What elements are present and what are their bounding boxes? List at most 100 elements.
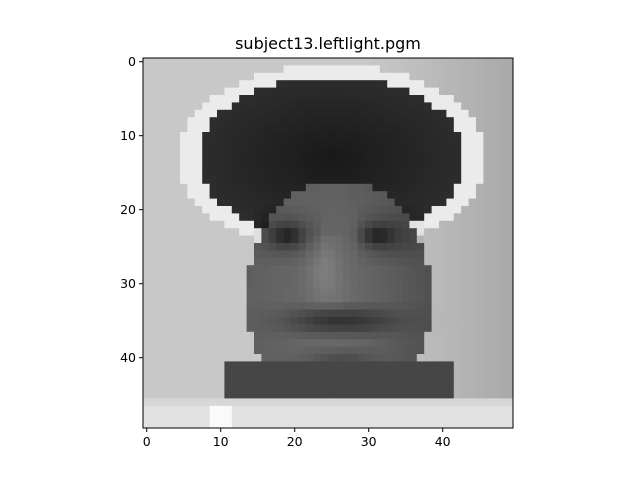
pixel-cell	[432, 73, 440, 81]
pixel-cell	[254, 391, 262, 399]
pixel-cell	[387, 95, 395, 103]
pixel-cell	[239, 258, 247, 266]
pixel-cell	[210, 65, 218, 73]
pixel-cell	[380, 310, 388, 318]
pixel-cell	[210, 413, 218, 421]
pixel-cell	[432, 213, 440, 221]
pixel-cell	[358, 391, 366, 399]
pixel-cell	[469, 347, 477, 355]
pixel-cell	[446, 250, 454, 258]
pixel-cell	[358, 413, 366, 421]
pixel-cell	[261, 347, 269, 355]
pixel-cell	[232, 324, 240, 332]
pixel-cell	[372, 206, 380, 214]
pixel-cell	[454, 199, 462, 207]
pixel-cell	[298, 147, 306, 155]
pixel-cell	[469, 199, 477, 207]
pixel-cell	[210, 139, 218, 147]
pixel-cell	[269, 265, 277, 273]
pixel-cell	[350, 147, 358, 155]
pixel-cell	[335, 413, 343, 421]
pixel-cell	[328, 324, 336, 332]
pixel-cell	[232, 80, 240, 88]
pixel-cell	[254, 339, 262, 347]
pixel-cell	[165, 117, 173, 125]
pixel-cell	[187, 80, 195, 88]
pixel-cell	[298, 132, 306, 140]
pixel-cell	[195, 243, 203, 251]
pixel-cell	[180, 73, 188, 81]
pixel-cell	[202, 110, 210, 118]
pixel-cell	[180, 117, 188, 125]
pixel-cell	[395, 95, 403, 103]
pixel-cell	[483, 65, 491, 73]
pixel-cell	[469, 213, 477, 221]
pixel-cell	[343, 206, 351, 214]
pixel-cell	[365, 221, 373, 229]
pixel-cell	[165, 176, 173, 184]
pixel-cell	[483, 332, 491, 340]
pixel-cell	[506, 250, 514, 258]
pixel-cell	[261, 317, 269, 325]
pixel-cell	[321, 280, 329, 288]
pixel-cell	[417, 95, 425, 103]
pixel-cell	[254, 295, 262, 303]
pixel-cell	[298, 154, 306, 162]
pixel-cell	[409, 376, 417, 384]
pixel-cell	[306, 228, 314, 236]
pixel-cell	[143, 354, 151, 362]
pixel-cell	[321, 287, 329, 295]
pixel-cell	[232, 125, 240, 133]
pixel-cell	[224, 221, 232, 229]
pixel-cell	[210, 243, 218, 251]
pixel-cell	[173, 287, 181, 295]
pixel-cell	[424, 102, 432, 110]
pixel-cell	[306, 243, 314, 251]
pixel-cell	[313, 332, 321, 340]
pixel-cell	[150, 347, 158, 355]
pixel-cell	[143, 295, 151, 303]
pixel-cell	[335, 184, 343, 192]
pixel-cell	[402, 95, 410, 103]
pixel-cell	[439, 376, 447, 384]
pixel-cell	[439, 95, 447, 103]
pixel-cell	[143, 332, 151, 340]
pixel-cell	[424, 384, 432, 392]
pixel-cell	[195, 65, 203, 73]
pixel-cell	[491, 265, 499, 273]
pixel-cell	[461, 280, 469, 288]
pixel-cell	[454, 139, 462, 147]
pixel-cell	[298, 199, 306, 207]
pixel-cell	[506, 110, 514, 118]
pixel-cell	[476, 406, 484, 414]
pixel-cell	[173, 273, 181, 281]
pixel-cell	[195, 295, 203, 303]
pixel-cell	[469, 221, 477, 229]
pixel-cell	[424, 154, 432, 162]
pixel-cell	[476, 228, 484, 236]
pixel-cell	[483, 243, 491, 251]
pixel-cell	[454, 295, 462, 303]
pixel-cell	[247, 73, 255, 81]
pixel-cell	[173, 132, 181, 140]
pixel-cell	[498, 258, 506, 266]
pixel-cell	[158, 228, 166, 236]
pixel-cell	[261, 199, 269, 207]
pixel-cell	[298, 317, 306, 325]
pixel-cell	[350, 80, 358, 88]
pixel-cell	[306, 295, 314, 303]
pixel-cell	[224, 162, 232, 170]
pixel-cell	[491, 354, 499, 362]
pixel-cell	[372, 280, 380, 288]
pixel-cell	[321, 265, 329, 273]
pixel-cell	[498, 384, 506, 392]
pixel-cell	[395, 162, 403, 170]
pixel-cell	[350, 199, 358, 207]
pixel-cell	[224, 236, 232, 244]
pixel-cell	[461, 376, 469, 384]
pixel-cell	[328, 391, 336, 399]
pixel-cell	[306, 176, 314, 184]
pixel-cell	[298, 221, 306, 229]
pixel-cell	[498, 95, 506, 103]
pixel-cell	[350, 154, 358, 162]
